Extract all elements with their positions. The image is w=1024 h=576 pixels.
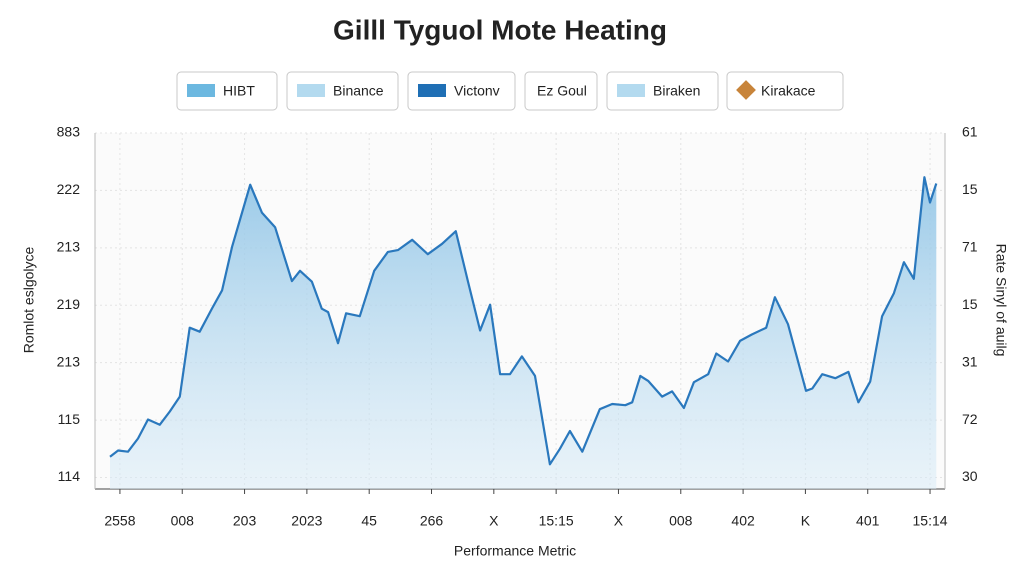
legend-box bbox=[176, 71, 278, 111]
chart-title: Gilll Tyguol Mote Heating bbox=[333, 14, 667, 45]
x-tick-label: 266 bbox=[420, 513, 444, 529]
x-tick-label: 008 bbox=[669, 513, 693, 529]
legend-label: HIBT bbox=[223, 83, 255, 99]
x-tick-label: 45 bbox=[361, 513, 377, 529]
y2-tick-label: 30 bbox=[962, 468, 978, 484]
legend-item: Biraken bbox=[606, 71, 719, 111]
legend-box bbox=[407, 71, 516, 111]
x-tick-label: 15:14 bbox=[913, 513, 948, 529]
legend-label: Biraken bbox=[653, 83, 700, 99]
y-tick-label: 219 bbox=[57, 296, 81, 312]
y-axis-label: Romlot eslgolyce bbox=[21, 246, 37, 353]
legend-box bbox=[606, 71, 719, 111]
x-tick-label: 401 bbox=[856, 513, 880, 529]
y2-tick-label: 61 bbox=[962, 124, 978, 140]
legend-item: Binance bbox=[286, 71, 399, 111]
x-tick-label: 203 bbox=[233, 513, 257, 529]
y2-axis-label: Rate Sinyl of auilg bbox=[993, 244, 1009, 357]
legend-box bbox=[286, 71, 399, 111]
legend-swatch bbox=[418, 84, 446, 97]
legend-swatch bbox=[297, 84, 325, 97]
y-tick-label: 213 bbox=[57, 239, 81, 255]
y2-tick-label: 15 bbox=[962, 296, 978, 312]
legend-swatch bbox=[187, 84, 215, 97]
legend-box bbox=[726, 71, 844, 111]
line bbox=[109, 176, 938, 466]
area bbox=[110, 177, 937, 489]
x-tick-label: X bbox=[614, 513, 624, 529]
x-tick-label: 2558 bbox=[104, 513, 135, 529]
y-tick-label: 222 bbox=[57, 181, 81, 197]
x-tick-label: 15:15 bbox=[539, 513, 574, 529]
y2-tick-label: 15 bbox=[962, 181, 978, 197]
legend-label: Binance bbox=[333, 83, 384, 99]
x-tick-label: K bbox=[801, 513, 811, 529]
legend-box bbox=[524, 71, 598, 111]
y-tick-label: 213 bbox=[57, 353, 81, 369]
y-tick-label: 115 bbox=[58, 411, 81, 427]
x-axis-label: Performance Metric bbox=[454, 543, 576, 559]
legend-label: Ez Goul bbox=[537, 83, 587, 99]
legend-swatch bbox=[617, 84, 645, 97]
y2-tick-label: 72 bbox=[962, 411, 978, 427]
legend-label: Victonv bbox=[454, 83, 500, 99]
x-tick-label: 008 bbox=[171, 513, 195, 529]
x-tick-label: 402 bbox=[731, 513, 755, 529]
y2-tick-label: 31 bbox=[962, 353, 978, 369]
x-tick-label: 2023 bbox=[291, 513, 322, 529]
y-tick-label: 883 bbox=[57, 124, 81, 140]
y2-tick-label: 71 bbox=[962, 239, 978, 255]
legend-item: Ez Goul bbox=[524, 71, 598, 111]
legend-item: Victonv bbox=[407, 71, 516, 111]
legend-item: Kirakace bbox=[726, 71, 844, 111]
legend-label: Kirakace bbox=[761, 83, 816, 99]
y-tick-label: 114 bbox=[58, 468, 81, 484]
legend-item: HIBT bbox=[176, 71, 278, 111]
x-tick-label: X bbox=[489, 513, 499, 529]
